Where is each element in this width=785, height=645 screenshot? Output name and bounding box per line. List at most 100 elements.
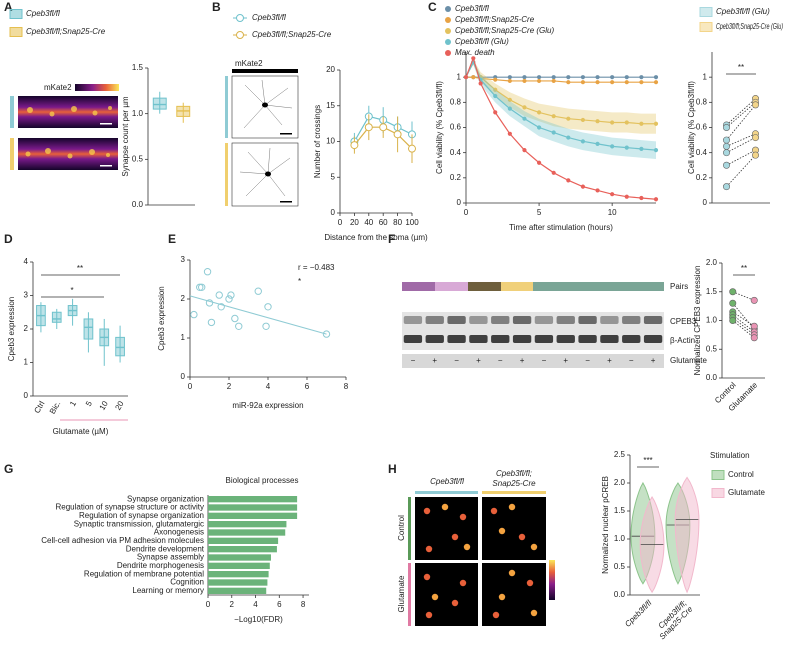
group-bar	[225, 143, 228, 206]
legend-label: Cpeb3fl/fl;Snap25-Cre	[252, 30, 332, 39]
y-tick-label: 0	[457, 198, 462, 207]
treatment-sign: +	[563, 356, 568, 365]
data-point	[610, 192, 615, 197]
band	[578, 335, 597, 343]
band	[491, 335, 510, 343]
legend-label: Max. death	[455, 48, 495, 57]
micrograph	[231, 142, 299, 207]
data-point	[205, 299, 214, 307]
data-point	[408, 144, 416, 153]
data-point	[750, 296, 758, 304]
data-point	[595, 188, 600, 193]
y-axis-label: Cpeb3 expression	[7, 297, 16, 361]
data-point	[624, 80, 629, 85]
y-tick-label: 0	[24, 391, 29, 400]
treatment-sign: +	[520, 356, 525, 365]
data-point	[580, 184, 586, 189]
box	[51, 311, 62, 323]
bar	[208, 546, 277, 553]
cell	[490, 507, 498, 515]
x-axis-label: Time after stimulation (hours)	[509, 223, 613, 232]
y-tick-label: 0.8	[450, 97, 462, 106]
color-scale	[75, 84, 119, 91]
panel-label: F	[388, 232, 395, 246]
y-tick-label: 0	[181, 372, 186, 381]
y-tick-label: 0.2	[696, 173, 708, 182]
band	[403, 335, 423, 343]
x-tick-label: 60	[379, 218, 388, 227]
y-tick-label: 10	[326, 137, 335, 146]
band	[622, 335, 641, 343]
data-point	[653, 148, 659, 153]
data-point	[639, 80, 644, 85]
chart-title: Biological processes	[226, 476, 299, 485]
pair-link	[726, 133, 756, 147]
y-tick-label: 3	[24, 291, 29, 300]
data-point	[254, 287, 262, 295]
x-tick-label: 4	[266, 382, 271, 391]
x-axis-label: −Log10(FDR)	[234, 615, 283, 624]
row-label: Glutamate	[397, 575, 406, 612]
legend-marker	[445, 28, 451, 34]
x-tick-label: 2	[227, 382, 232, 391]
data-point	[493, 87, 498, 92]
micrograph	[18, 96, 118, 128]
annotation: **	[738, 63, 744, 72]
y-tick-label: 2	[24, 324, 29, 333]
group-bar	[225, 76, 228, 138]
y-tick-label: 0.6	[450, 123, 462, 132]
data-point	[379, 123, 388, 132]
y-tick-label: 1.0	[614, 534, 626, 543]
band	[643, 335, 663, 343]
blot-label: β-Actin	[670, 336, 695, 345]
category-label: Regulation of synapse organization	[79, 511, 204, 520]
legend-marker	[445, 6, 451, 12]
data-point	[203, 268, 212, 276]
legend-label: Cpeb3fl/fl	[26, 9, 60, 18]
legend-marker	[236, 14, 244, 22]
data-point	[198, 283, 206, 291]
band	[534, 316, 554, 324]
legend-label: Cpeb3fl/fl;Snap25-Cre (Glu)	[716, 22, 783, 31]
data-point	[507, 131, 512, 136]
group-bar	[408, 563, 411, 626]
data-point	[225, 295, 233, 303]
cell	[508, 569, 516, 577]
data-point	[463, 75, 469, 80]
y-tick-label: 0.0	[132, 200, 144, 209]
data-point	[580, 139, 586, 144]
y-tick-label: 2.0	[706, 258, 718, 267]
data-point	[536, 125, 542, 130]
cell	[518, 533, 526, 541]
group-bar	[10, 96, 14, 128]
y-tick-label: 1	[24, 358, 29, 367]
band	[600, 335, 619, 343]
data-point	[566, 75, 571, 80]
data-point	[624, 194, 629, 199]
cell	[530, 609, 538, 617]
data-point	[722, 183, 730, 191]
data-point	[750, 322, 758, 330]
y-tick-label: 0.5	[706, 344, 718, 353]
data-point	[722, 149, 730, 157]
x-axis-label: Glutamate (µM)	[53, 427, 109, 436]
data-point	[580, 75, 586, 80]
cell	[441, 503, 449, 511]
treatment-sign: −	[585, 356, 590, 365]
x-tick-label: 2	[230, 600, 235, 609]
band	[556, 335, 575, 343]
column-header: Cpeb3fl/fl	[430, 477, 464, 486]
x-tick-label: 40	[364, 218, 373, 227]
x-tick-label: 6	[305, 382, 310, 391]
cell	[498, 527, 506, 535]
treatment-sign: +	[607, 356, 612, 365]
fit-line	[189, 295, 327, 335]
group-bar	[482, 491, 546, 494]
data-point	[551, 170, 556, 175]
y-tick-label: 2.5	[614, 450, 626, 459]
y-tick-label: 1.5	[706, 287, 718, 296]
data-point	[595, 80, 600, 85]
data-point	[551, 114, 556, 119]
cell	[425, 611, 433, 619]
data-point	[566, 178, 571, 183]
